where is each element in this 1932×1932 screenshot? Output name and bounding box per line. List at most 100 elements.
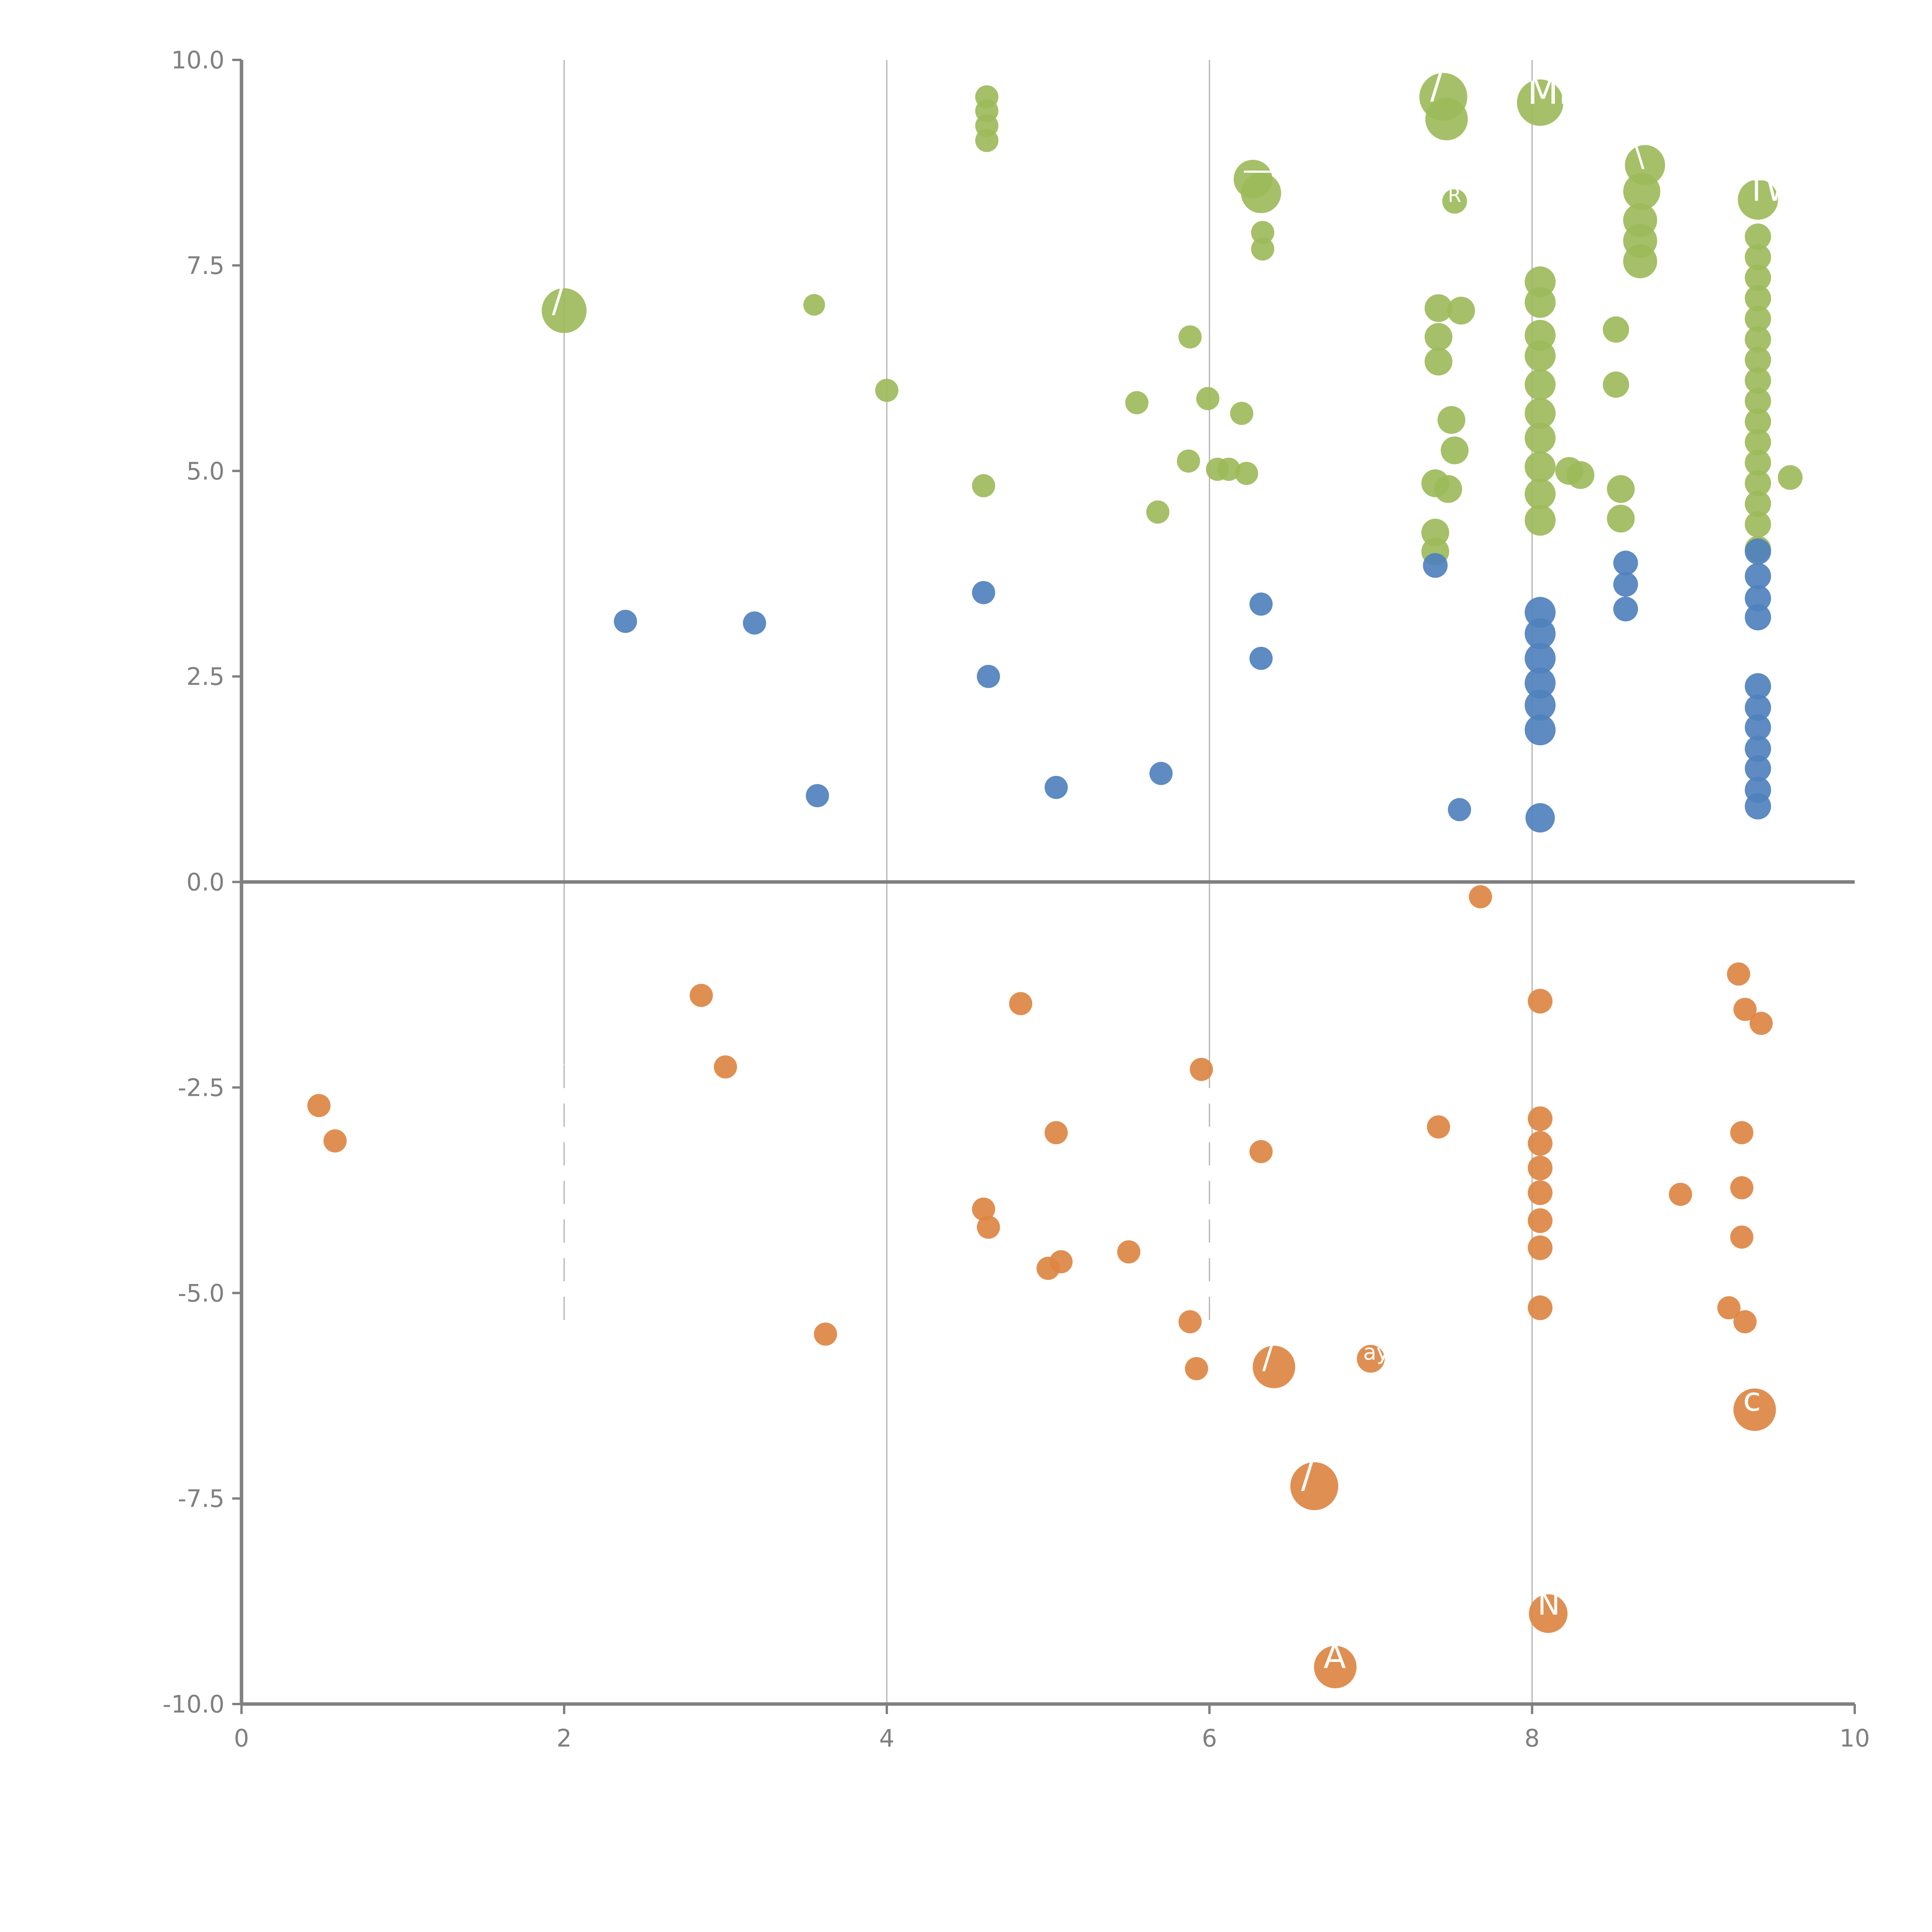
data-point[interactable] (1125, 391, 1149, 415)
data-point[interactable] (1447, 296, 1475, 325)
data-point[interactable] (1524, 287, 1556, 318)
data-point[interactable] (1527, 1131, 1553, 1156)
data-point[interactable] (1524, 505, 1556, 536)
data-point[interactable] (1623, 173, 1660, 210)
data-point[interactable] (1524, 667, 1556, 699)
data-point[interactable] (542, 288, 587, 333)
data-point[interactable] (1044, 1121, 1068, 1145)
data-point[interactable] (1745, 793, 1771, 820)
data-point[interactable] (1745, 490, 1771, 517)
data-point[interactable] (1149, 762, 1173, 785)
data-point[interactable] (1745, 408, 1771, 435)
data-point[interactable] (1733, 1310, 1757, 1333)
data-point[interactable] (1607, 475, 1635, 503)
data-point[interactable] (972, 581, 995, 604)
data-point[interactable] (1745, 563, 1771, 590)
data-point[interactable] (1434, 475, 1462, 503)
data-point[interactable] (1525, 803, 1555, 833)
data-point[interactable] (1241, 173, 1281, 213)
data-point[interactable] (1745, 449, 1771, 476)
data-point[interactable] (1524, 398, 1556, 429)
data-point[interactable] (1745, 511, 1771, 538)
data-point[interactable] (1738, 179, 1778, 220)
data-point[interactable] (1527, 988, 1553, 1014)
data-point[interactable] (1524, 618, 1556, 649)
data-point[interactable] (1425, 98, 1468, 141)
data-point[interactable] (1527, 1235, 1553, 1260)
data-point[interactable] (975, 129, 998, 152)
data-point[interactable] (977, 665, 1000, 688)
data-point[interactable] (1249, 592, 1273, 616)
data-point[interactable] (1745, 755, 1771, 782)
data-point[interactable] (1745, 714, 1771, 741)
data-point[interactable] (1745, 326, 1771, 353)
data-point[interactable] (1603, 371, 1629, 398)
data-point[interactable] (1749, 1012, 1773, 1035)
data-point[interactable] (1253, 1345, 1295, 1388)
data-point[interactable] (1527, 1155, 1553, 1180)
data-point[interactable] (1524, 690, 1556, 721)
data-point[interactable] (1745, 244, 1771, 270)
data-point[interactable] (1603, 316, 1629, 343)
data-point[interactable] (1196, 387, 1219, 410)
data-point[interactable] (1524, 451, 1556, 483)
data-point[interactable] (1251, 221, 1274, 244)
data-point[interactable] (1424, 347, 1452, 376)
data-point[interactable] (1527, 1106, 1553, 1131)
data-point[interactable] (1437, 406, 1466, 434)
data-point[interactable] (1733, 1388, 1776, 1431)
data-point[interactable] (1249, 646, 1273, 670)
data-point[interactable] (1745, 694, 1771, 721)
data-point[interactable] (1249, 1140, 1273, 1163)
data-point[interactable] (1230, 401, 1253, 425)
data-point[interactable] (1745, 585, 1771, 612)
data-point[interactable] (1524, 369, 1556, 400)
data-point[interactable] (803, 294, 825, 316)
data-point[interactable] (1524, 422, 1556, 454)
data-point[interactable] (1146, 500, 1170, 524)
data-point[interactable] (1745, 429, 1771, 456)
data-point[interactable] (614, 610, 637, 633)
data-point[interactable] (1669, 1182, 1692, 1206)
data-point[interactable] (1745, 347, 1771, 373)
data-point[interactable] (1427, 1115, 1450, 1139)
data-point[interactable] (1424, 323, 1452, 351)
data-point[interactable] (1727, 962, 1750, 986)
data-point[interactable] (1607, 505, 1635, 533)
data-point[interactable] (1524, 340, 1556, 371)
data-point[interactable] (1745, 388, 1771, 414)
data-point[interactable] (1623, 244, 1657, 279)
data-point[interactable] (1357, 1345, 1385, 1373)
data-point[interactable] (1524, 597, 1556, 628)
data-point[interactable] (1613, 551, 1638, 576)
data-point[interactable] (1745, 285, 1771, 311)
data-point[interactable] (1424, 294, 1452, 322)
data-point[interactable] (1613, 572, 1638, 597)
data-point[interactable] (1745, 538, 1771, 565)
data-point[interactable] (1190, 1058, 1213, 1081)
data-point[interactable] (1745, 470, 1771, 497)
data-point[interactable] (814, 1322, 837, 1346)
data-point[interactable] (1745, 306, 1771, 332)
data-point[interactable] (1440, 436, 1469, 464)
data-point[interactable] (1527, 1180, 1553, 1205)
data-point[interactable] (1185, 1357, 1208, 1380)
data-point[interactable] (1730, 1225, 1753, 1249)
data-point[interactable] (1290, 1462, 1338, 1510)
data-point[interactable] (1314, 1646, 1357, 1689)
data-point[interactable] (307, 1094, 331, 1117)
data-point[interactable] (689, 984, 713, 1007)
data-point[interactable] (1566, 461, 1595, 489)
data-point[interactable] (1217, 457, 1241, 481)
data-point[interactable] (1009, 992, 1032, 1015)
data-point[interactable] (1745, 367, 1771, 394)
data-point[interactable] (1745, 673, 1771, 700)
data-point[interactable] (1448, 798, 1471, 821)
data-point[interactable] (972, 1197, 995, 1221)
data-point[interactable] (1527, 1295, 1553, 1320)
data-point[interactable] (1117, 1240, 1141, 1264)
data-point[interactable] (1745, 735, 1771, 762)
data-point[interactable] (1524, 714, 1556, 745)
data-point[interactable] (1730, 1176, 1753, 1199)
data-point[interactable] (1178, 325, 1202, 349)
